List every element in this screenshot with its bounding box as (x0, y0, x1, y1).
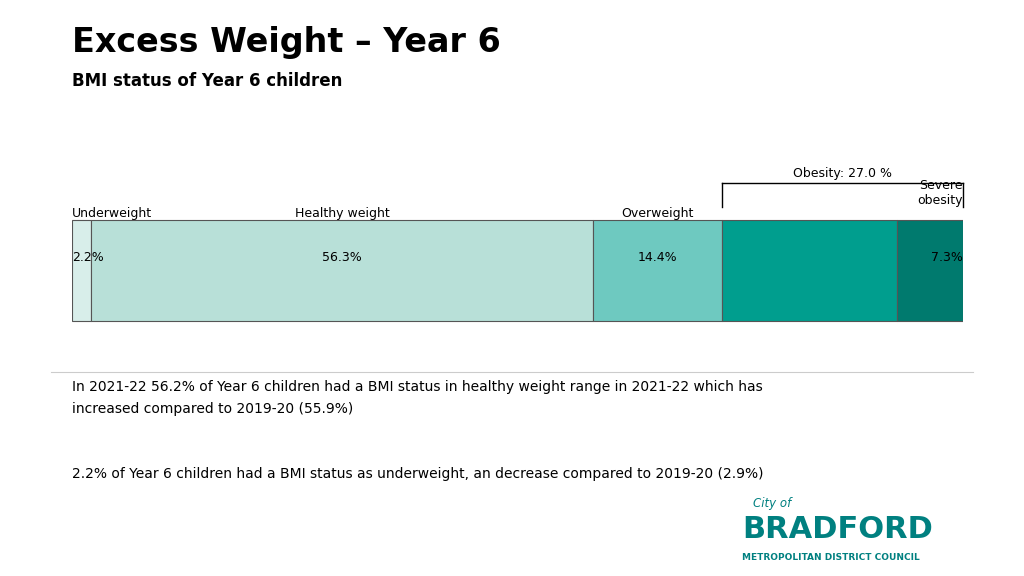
Text: Healthy weight: Healthy weight (295, 207, 390, 220)
Text: BMI status of Year 6 children: BMI status of Year 6 children (72, 72, 342, 90)
Text: 56.3%: 56.3% (323, 251, 362, 264)
Text: METROPOLITAN DISTRICT COUNCIL: METROPOLITAN DISTRICT COUNCIL (742, 552, 921, 562)
Text: 14.4%: 14.4% (638, 251, 678, 264)
Bar (722, 220, 897, 321)
Text: BRADFORD: BRADFORD (742, 516, 933, 544)
Text: 2.2%: 2.2% (72, 251, 103, 264)
Text: Obesity: 27.0 %: Obesity: 27.0 % (793, 166, 892, 180)
Bar (897, 220, 963, 321)
Text: In 2021-22 56.2% of Year 6 children had a BMI status in healthy weight range in : In 2021-22 56.2% of Year 6 children had … (72, 380, 763, 416)
Bar (593, 220, 722, 321)
Text: Severe
obesity: Severe obesity (918, 179, 963, 207)
Bar (72, 220, 91, 321)
Text: Underweight: Underweight (72, 207, 152, 220)
Text: 2.2% of Year 6 children had a BMI status as underweight, an decrease compared to: 2.2% of Year 6 children had a BMI status… (72, 467, 763, 480)
Text: Overweight: Overweight (622, 207, 694, 220)
Text: 7.3%: 7.3% (931, 251, 963, 264)
Text: Excess Weight – Year 6: Excess Weight – Year 6 (72, 26, 501, 59)
Text: City of: City of (753, 497, 791, 510)
Bar (91, 220, 593, 321)
